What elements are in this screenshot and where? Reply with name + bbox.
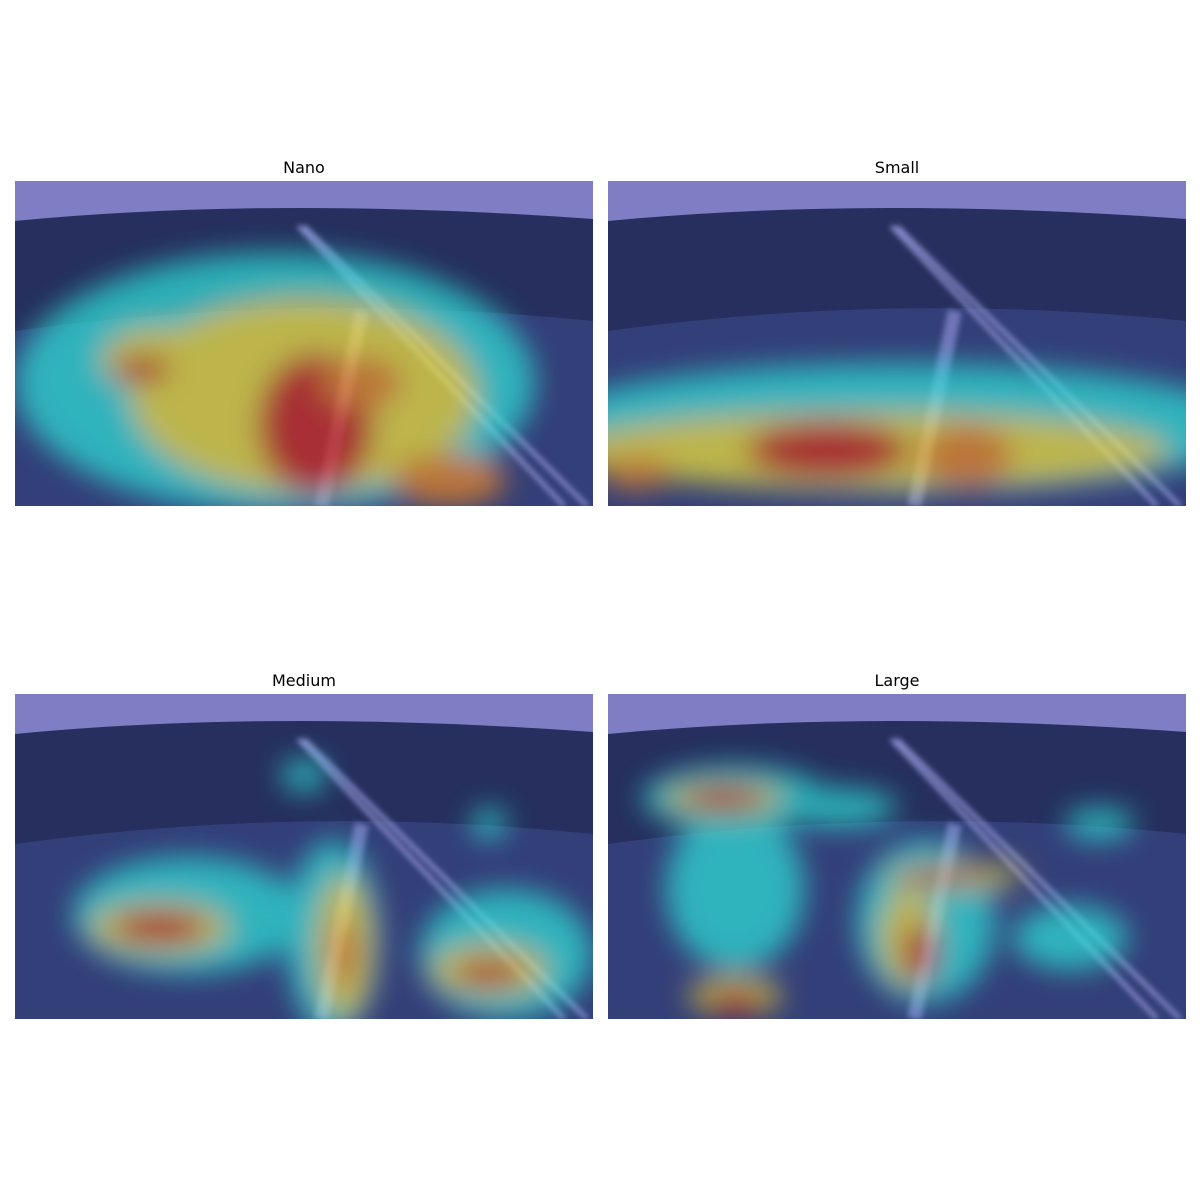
heatmap-image bbox=[608, 694, 1186, 1019]
panel-title: Small bbox=[875, 158, 919, 177]
heat-blob bbox=[683, 786, 765, 810]
heat-blob bbox=[746, 421, 909, 480]
heat bbox=[15, 252, 536, 506]
heat bbox=[608, 363, 1186, 493]
heat-blob bbox=[920, 424, 1013, 490]
heat-blob bbox=[280, 759, 328, 792]
forest bbox=[608, 207, 1186, 331]
heat-blob bbox=[1012, 905, 1129, 971]
heat-blob bbox=[902, 924, 938, 984]
heatmap-image bbox=[15, 181, 593, 506]
panel-title: Medium bbox=[272, 671, 336, 690]
panel-title: Nano bbox=[283, 158, 325, 177]
road bbox=[889, 737, 1182, 1019]
heat bbox=[72, 759, 593, 1019]
heat-blob bbox=[390, 454, 507, 506]
heatmap-image bbox=[15, 694, 593, 1019]
heat-blob bbox=[665, 807, 805, 971]
heat-blob bbox=[454, 960, 524, 987]
heat-blob bbox=[113, 356, 172, 383]
heat bbox=[642, 765, 1134, 1016]
heat-blob bbox=[781, 788, 897, 828]
heat-blob bbox=[471, 807, 507, 841]
heat-blob bbox=[608, 457, 672, 490]
heat-blob bbox=[897, 867, 990, 885]
heat-blob bbox=[1064, 807, 1134, 841]
panel-title: Large bbox=[874, 671, 919, 690]
heat-blob bbox=[330, 921, 359, 987]
heatmap-image bbox=[608, 181, 1186, 506]
heat-blob bbox=[706, 989, 765, 1016]
heat-blob bbox=[321, 356, 403, 409]
heat-blob bbox=[113, 911, 206, 945]
